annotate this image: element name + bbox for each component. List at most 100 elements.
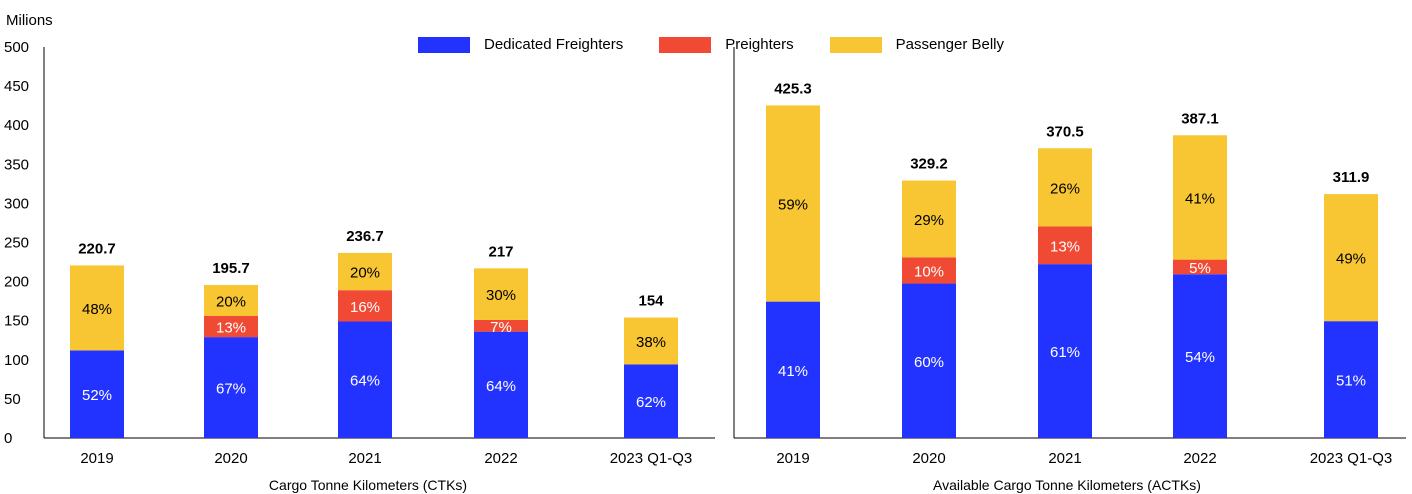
- y-axis-unit-label: Milions: [6, 12, 53, 29]
- bar-segment-dedicated: [338, 321, 392, 438]
- y-axis: 0 50 100 150 200 250 300 350 400 450 500: [4, 39, 29, 447]
- bar-total-label: 425.3: [774, 80, 812, 97]
- segment-percent-label: 51%: [1336, 373, 1366, 390]
- panel-ctk: 52% 48% 220.7 2019 67% 13% 20% 195.7 2020 64% 16% 2…: [43, 47, 715, 493]
- bar-segment-dedicated: [70, 350, 124, 438]
- bar-segment-dedicated: [624, 364, 678, 438]
- y-tick-label: 250: [4, 235, 29, 252]
- bar-segment-belly: [902, 180, 956, 258]
- bar-total-label: 387.1: [1181, 110, 1219, 127]
- bar-segment-belly: [1173, 135, 1227, 260]
- bar-segment-dedicated: [474, 331, 528, 438]
- segment-percent-label: 41%: [778, 363, 808, 380]
- bar-segment-dedicated: [1324, 321, 1378, 438]
- y-tick-label: 300: [4, 195, 29, 212]
- x-category-label: 2023 Q1-Q3: [1310, 450, 1393, 467]
- segment-percent-label: 61%: [1050, 344, 1080, 361]
- segment-percent-label: 16%: [350, 299, 380, 316]
- bar-total-label: 217: [488, 243, 513, 260]
- segment-percent-label: 13%: [1050, 238, 1080, 255]
- segment-percent-label: 54%: [1185, 349, 1215, 366]
- y-tick-label: 350: [4, 156, 29, 173]
- segment-percent-label: 67%: [216, 381, 246, 398]
- bar-segment-preighters: [474, 319, 528, 332]
- segment-percent-label: 38%: [636, 334, 666, 351]
- bar-segment-dedicated: [766, 301, 820, 438]
- segment-percent-label: 29%: [914, 212, 944, 229]
- legend: Dedicated Freighters Preighters Passenge…: [418, 36, 1040, 53]
- bar-segment-belly: [1324, 194, 1378, 322]
- legend-swatch-dedicated: [418, 36, 470, 53]
- segment-percent-label: 49%: [1336, 251, 1366, 268]
- bar-total-label: 329.2: [910, 156, 948, 173]
- bar-segment-belly: [1038, 148, 1092, 227]
- x-category-label: 2019: [80, 450, 113, 467]
- y-tick-label: 450: [4, 78, 29, 95]
- bar-segment-belly: [766, 105, 820, 302]
- segment-percent-label: 59%: [778, 197, 808, 214]
- legend-item-dedicated-freighters: Dedicated Freighters: [418, 36, 623, 53]
- x-category-label: 2021: [348, 450, 381, 467]
- segment-percent-label: 5%: [1189, 260, 1211, 277]
- chart-panels: 52% 48% 220.7 2019 67% 13% 20% 195.7 2020 64% 16% 2…: [43, 47, 1406, 493]
- segment-percent-label: 13%: [216, 320, 246, 337]
- segment-percent-label: 64%: [350, 373, 380, 390]
- bar-segment-dedicated: [1173, 274, 1227, 438]
- bar-segment-preighters: [1173, 259, 1227, 275]
- segment-percent-label: 41%: [1185, 190, 1215, 207]
- y-tick-label: 50: [4, 391, 21, 408]
- segment-percent-label: 30%: [486, 287, 516, 304]
- segment-percent-label: 20%: [216, 293, 246, 310]
- segment-percent-label: 62%: [636, 394, 666, 411]
- bar-segment-dedicated: [204, 337, 258, 438]
- y-tick-label: 0: [4, 430, 12, 447]
- x-category-label: 2022: [484, 450, 517, 467]
- segment-percent-label: 26%: [1050, 180, 1080, 197]
- y-tick-label: 200: [4, 274, 29, 291]
- x-category-label: 2021: [1048, 450, 1081, 467]
- segment-percent-label: 64%: [486, 378, 516, 395]
- segment-percent-label: 52%: [82, 387, 112, 404]
- bar-segment-belly: [624, 317, 678, 365]
- bar-segment-dedicated: [1038, 264, 1092, 438]
- segment-percent-label: 20%: [350, 265, 380, 282]
- segment-percent-label: 60%: [914, 354, 944, 371]
- x-category-label: 2020: [912, 450, 945, 467]
- x-category-label: 2022: [1183, 450, 1216, 467]
- segment-percent-label: 48%: [82, 301, 112, 318]
- legend-item-passenger-belly: Passenger Belly: [829, 36, 1005, 53]
- panel-actk: 41% 59% 425.3 2019 60% 10% 29% 329.2 2020 61% 13% 2…: [733, 47, 1406, 493]
- bar-segment-preighters: [902, 257, 956, 284]
- y-tick-label: 100: [4, 352, 29, 369]
- panel-axis-title: Available Cargo Tonne Kilometers (ACTKs): [933, 477, 1201, 493]
- y-tick-label: 500: [4, 39, 29, 56]
- segment-percent-label: 10%: [914, 263, 944, 280]
- bar-segment-preighters: [1038, 226, 1092, 265]
- x-category-label: 2023 Q1-Q3: [610, 450, 693, 467]
- x-category-label: 2019: [776, 450, 809, 467]
- bar-segment-preighters: [338, 290, 392, 322]
- bar-total-label: 220.7: [78, 240, 116, 257]
- segment-percent-label: 7%: [490, 319, 512, 336]
- bar-total-label: 154: [638, 293, 664, 310]
- bar-total-label: 236.7: [346, 228, 384, 245]
- bar-segment-dedicated: [902, 283, 956, 438]
- y-tick-label: 400: [4, 117, 29, 134]
- y-tick-label: 150: [4, 313, 29, 330]
- legend-label-dedicated-freighters: Dedicated Freighters: [484, 36, 624, 53]
- legend-label-passenger-belly: Passenger Belly: [895, 36, 1005, 53]
- bar-segment-preighters: [204, 316, 258, 338]
- bar-total-label: 370.5: [1046, 123, 1084, 140]
- legend-label-preighters: Preighters: [725, 36, 794, 53]
- bar-segment-belly: [474, 268, 528, 320]
- bar-segment-belly: [204, 284, 258, 317]
- bar-segment-belly: [338, 252, 392, 291]
- x-category-label: 2020: [214, 450, 247, 467]
- panel-axis-title: Cargo Tonne Kilometers (CTKs): [269, 477, 467, 493]
- legend-swatch-passenger-belly: [829, 36, 882, 53]
- bar-total-label: 311.9: [1333, 169, 1370, 186]
- bar-segment-belly: [70, 265, 124, 351]
- bar-total-label: 195.7: [212, 260, 250, 277]
- legend-swatch-preighters: [659, 36, 712, 53]
